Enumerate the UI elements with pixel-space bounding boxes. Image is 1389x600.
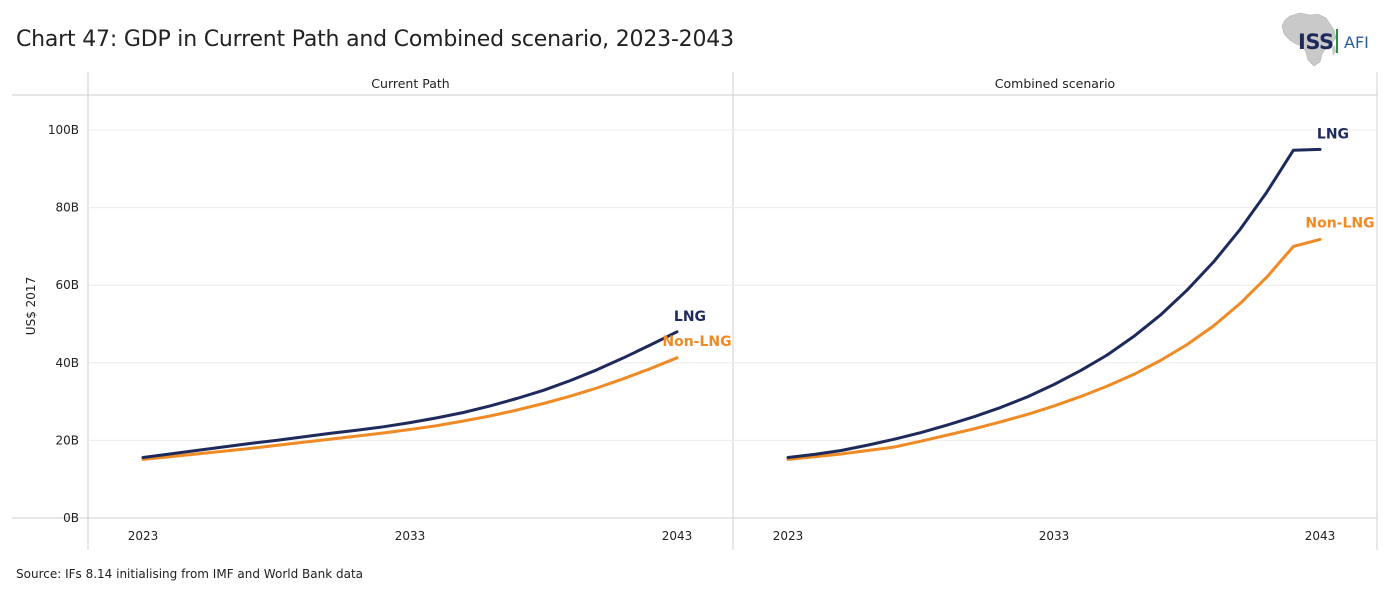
series-label-non-lng: Non-LNG bbox=[662, 334, 731, 350]
y-tick-label: 20B bbox=[55, 433, 79, 447]
source-note: Source: IFs 8.14 initialising from IMF a… bbox=[16, 567, 363, 581]
series-line-lng bbox=[141, 330, 679, 459]
series-line-lng bbox=[786, 147, 1322, 459]
y-axis: 0B 20B 40B 60B 80B 100B bbox=[48, 123, 79, 525]
x-tick-label: 2033 bbox=[1039, 529, 1070, 543]
chart-area: 0B 20B 40B 60B 80B 100B Current Path 2023 2033 2… bbox=[12, 72, 1378, 550]
africa-map-icon bbox=[1281, 12, 1337, 67]
panel-title: Current Path bbox=[371, 76, 449, 91]
series-label-non-lng: Non-LNG bbox=[1305, 215, 1374, 231]
x-tick-label: 2023 bbox=[773, 529, 804, 543]
series-label-lng: LNG bbox=[674, 309, 706, 325]
series-line-non-lng bbox=[786, 237, 1322, 461]
y-tick-label: 40B bbox=[55, 356, 79, 370]
y-tick-label: 60B bbox=[55, 278, 79, 292]
y-tick-label: 100B bbox=[48, 123, 79, 137]
y-tick-label: 0B bbox=[63, 511, 79, 525]
logo-iss-text: ISS bbox=[1298, 30, 1334, 54]
x-tick-label: 2043 bbox=[1305, 529, 1336, 543]
chart-title: Chart 47: GDP in Current Path and Combin… bbox=[16, 27, 734, 52]
logo-afi-text: AFI bbox=[1344, 33, 1369, 52]
series-label-lng: LNG bbox=[1317, 126, 1349, 142]
chart-frame bbox=[12, 72, 1378, 550]
y-tick-label: 80B bbox=[55, 201, 79, 215]
iss-afi-logo: ISS AFI bbox=[1276, 10, 1376, 68]
panel-combined-scenario: Combined scenario 2023 2033 2043 LNG Non-LNG bbox=[733, 76, 1377, 543]
logo-separator bbox=[1336, 29, 1338, 53]
x-tick-label: 2043 bbox=[662, 529, 693, 543]
series-line-non-lng bbox=[141, 356, 679, 461]
x-tick-label: 2033 bbox=[395, 529, 426, 543]
panel-title: Combined scenario bbox=[995, 76, 1115, 91]
y-axis-label: US$ 2017 bbox=[24, 277, 38, 335]
panel-current-path: Current Path 2023 2033 2043 LNG Non-LNG bbox=[88, 76, 733, 543]
x-tick-label: 2023 bbox=[128, 529, 159, 543]
